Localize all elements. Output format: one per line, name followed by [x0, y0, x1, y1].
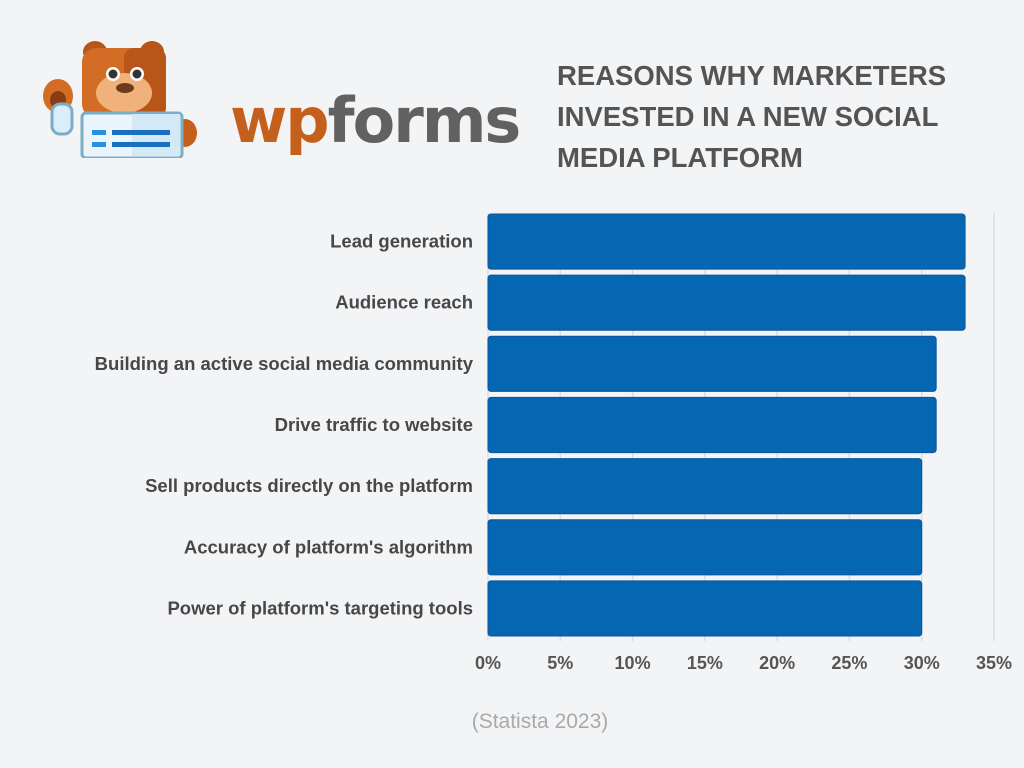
x-tick-label: 35%: [976, 653, 1012, 673]
category-label: Accuracy of platform's algorithm: [184, 536, 473, 557]
bear-mascot-icon: [43, 41, 197, 160]
x-tick-label: 5%: [547, 653, 573, 673]
bar: [487, 458, 923, 515]
x-tick-label: 10%: [615, 653, 651, 673]
chart-title-line: MEDIA PLATFORM: [557, 142, 803, 173]
bar: [487, 213, 966, 270]
category-label: Sell products directly on the platform: [145, 475, 473, 496]
source-note: (Statista 2023): [471, 710, 609, 733]
category-label: Audience reach: [335, 292, 473, 313]
x-tick-label: 0%: [475, 653, 501, 673]
wpforms-logo: wpforms: [40, 38, 521, 160]
x-tick-label: 30%: [904, 653, 940, 673]
bar: [487, 580, 923, 637]
x-tick-label: 25%: [831, 653, 867, 673]
logo-wp: wp: [230, 84, 330, 157]
bar: [487, 274, 966, 331]
chart-title-line: INVESTED IN A NEW SOCIAL: [557, 101, 939, 132]
category-label: Building an active social media communit…: [95, 353, 474, 374]
bar: [487, 519, 923, 576]
bar: [487, 335, 937, 392]
x-tick-label: 15%: [687, 653, 723, 673]
x-tick-label: 20%: [759, 653, 795, 673]
bar-chart: 0% 5% 10% 15% 20% 25% 30% 35% Lead generation Aud…: [95, 213, 1012, 673]
chart-title: REASONS WHY MARKETERS INVESTED IN A NEW …: [557, 55, 1017, 178]
logo-wordmark: wpforms: [230, 90, 521, 152]
chart-title-line: REASONS WHY MARKETERS: [557, 60, 947, 91]
category-label: Drive traffic to website: [275, 414, 473, 435]
logo-forms: forms: [327, 84, 522, 157]
category-label: Lead generation: [330, 231, 473, 252]
category-label: Power of platform's targeting tools: [167, 597, 473, 618]
bar: [487, 396, 937, 454]
